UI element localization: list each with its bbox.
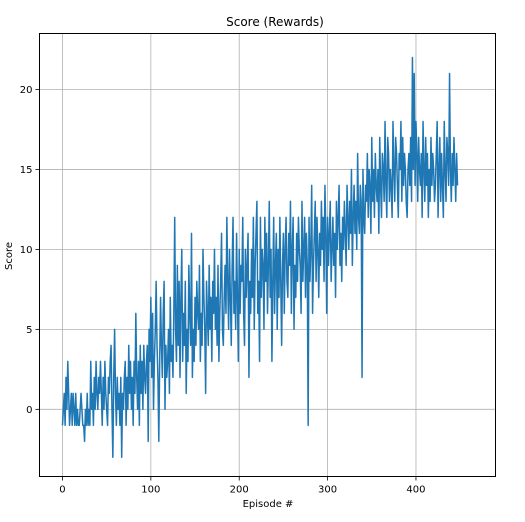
x-tick-label: 200 <box>230 485 249 496</box>
y-tick-label: 5 <box>26 325 32 336</box>
x-tick-label: 100 <box>141 485 160 496</box>
y-tick-label: 0 <box>26 405 32 416</box>
y-axis-label: Score <box>4 242 15 270</box>
series-group <box>61 56 459 459</box>
chart-title: Score (Rewards) <box>226 15 324 29</box>
y-tick-label: 20 <box>20 85 33 96</box>
y-tick-label: 10 <box>20 245 33 256</box>
x-tick-label: 400 <box>406 485 425 496</box>
y-tick-label: 15 <box>20 165 33 176</box>
plot-frame <box>39 33 496 477</box>
series-line <box>61 56 459 459</box>
axis-ticks: 0 100 200 300 400 0 5 10 15 20 <box>20 85 426 496</box>
x-tick-label: 300 <box>318 485 337 496</box>
x-tick-label: 0 <box>59 485 65 496</box>
x-axis-label: Episode # <box>243 499 294 510</box>
